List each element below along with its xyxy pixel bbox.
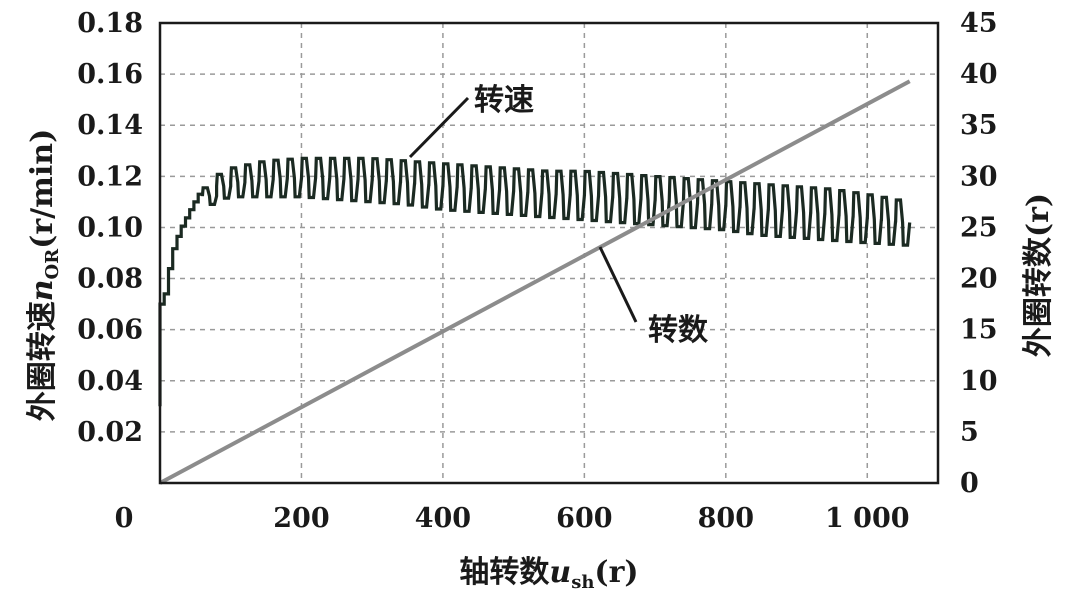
y-left-axis-label-main: 外圈转速: [25, 301, 60, 421]
y-left-tick-label: 0.16: [77, 59, 143, 90]
y-left-tick-label: 0.12: [77, 161, 143, 192]
y-left-tick-label: 0.02: [77, 417, 143, 448]
y-right-tick-label: 15: [960, 315, 998, 346]
series-layer: [158, 79, 912, 485]
x-axis-label-main: 轴转数: [459, 555, 550, 590]
x-tick-label: 600: [556, 503, 612, 534]
x-axis-label-sub: sh: [571, 572, 594, 593]
x-axis-label-var: u: [549, 555, 571, 590]
y-right-tick-label: 45: [960, 8, 998, 39]
y-left-tick-label: 0.18: [77, 8, 143, 39]
y-right-tick-label: 5: [960, 417, 979, 448]
y-right-tick-label: 0: [960, 468, 979, 499]
y-left-axis-label-unit: (r/min): [25, 129, 60, 249]
x-tick-label: 400: [415, 503, 471, 534]
y-left-tick-label: 0.06: [77, 315, 143, 346]
grid: [160, 23, 938, 483]
y-right-tick-label: 25: [960, 212, 998, 243]
y-right-tick-label: 30: [960, 161, 998, 192]
y-right-tick-label: 40: [960, 59, 998, 90]
x-axis-label: 轴转数ush(r): [459, 555, 638, 593]
y-right-tick-label: 35: [960, 110, 998, 141]
tick-labels: 0 200 400 600 800 1 0000.020.040.060.080.100.…: [77, 8, 997, 534]
x-tick-label: 1 000: [825, 503, 910, 534]
y-right-tick-label: 10: [960, 366, 998, 397]
series-line-revolutions: [159, 79, 911, 485]
speed-annotation-leader: [408, 96, 470, 159]
speed-annotation-label: 转速: [474, 83, 534, 118]
speed-annotation: 转速: [408, 83, 534, 159]
y-right-axis-label: 外圈转数(r): [1021, 193, 1056, 357]
series-line-speed: [158, 156, 912, 407]
y-right-tick-label: 20: [960, 264, 998, 295]
y-left-tick-label: 0.08: [77, 264, 143, 295]
x-tick-label: 800: [698, 503, 754, 534]
revs-annotation-leader: [598, 246, 638, 323]
y-left-tick-label: 0.04: [77, 366, 143, 397]
x-tick-label: 0: [115, 503, 134, 534]
y-left-axis-label-sub: OR: [42, 248, 63, 280]
x-tick-label: 200: [273, 503, 329, 534]
y-left-axis-label: 外圈转速nOR(r/min): [25, 129, 63, 422]
y-left-tick-label: 0.10: [77, 212, 143, 243]
revs-annotation: 转数: [598, 246, 709, 348]
x-axis-label-unit: (r): [594, 555, 638, 590]
plot-frame: [158, 21, 940, 485]
y-left-axis-label-var: n: [25, 279, 60, 301]
revs-annotation-label: 转数: [648, 313, 709, 348]
y-left-tick-label: 0.14: [77, 110, 143, 141]
